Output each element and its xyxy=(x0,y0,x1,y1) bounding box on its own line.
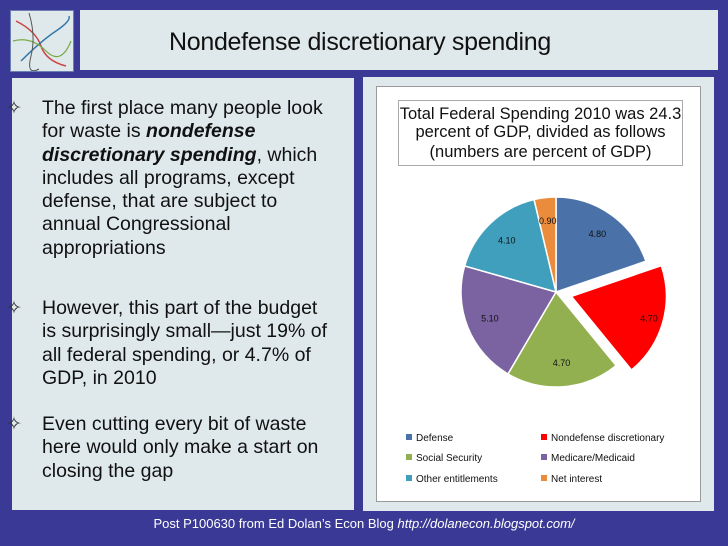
bullet-item: ✧ The first place many people look for was… xyxy=(6,97,340,260)
chart-title-box: Total Federal Spending 2010 was 24.3 per… xyxy=(398,100,683,166)
bullet-line: all federal spending, or 4.7% of xyxy=(42,343,311,366)
diamond-star-icon: ✧ xyxy=(6,414,22,435)
legend-item: Nondefense discretionary xyxy=(541,433,664,445)
bullet-line: GDP, in 2010 xyxy=(42,366,157,389)
bullet-line: The first place many people look xyxy=(42,97,323,119)
diamond-star-icon: ✧ xyxy=(6,298,22,319)
legend-label: Other entitlements xyxy=(416,474,498,485)
bullet-line: discretionary spending, which xyxy=(42,143,318,166)
bullet-line: is surprisingly small—just 19% of xyxy=(42,320,328,343)
legend-swatch xyxy=(406,475,412,482)
legend-swatch xyxy=(406,454,412,461)
legend-swatch xyxy=(406,434,412,441)
bullet-line: defense, that are subject to xyxy=(42,190,278,213)
pie-slice-medicare-medicaid xyxy=(460,265,558,375)
bullet-item: ✧ However, this part of the budget is surp… xyxy=(6,297,340,390)
legend-item: Other entitlements xyxy=(406,474,498,486)
legend-label: Defense xyxy=(416,433,454,444)
emphasized-term: discretionary spending xyxy=(42,143,257,166)
data-label: 5.10 xyxy=(481,314,499,324)
diamond-star-icon: ✧ xyxy=(6,98,22,119)
bullet-line: for waste is nondefense xyxy=(42,120,256,143)
logo xyxy=(10,10,74,72)
footer-text: Post P100630 from Ed Dolan’s Econ Blog xyxy=(153,516,398,531)
chart-title-line-3: (numbers are percent of GDP) xyxy=(429,143,652,161)
chart-title-line-1: Total Federal Spending 2010 was 24.3 xyxy=(399,105,682,123)
bullet-line: Even cutting every bit of waste xyxy=(42,413,307,435)
data-label: 0.90 xyxy=(539,216,557,226)
legend-swatch xyxy=(541,454,547,461)
legend-item: Net interest xyxy=(541,474,602,486)
bullet-item: ✧ Even cutting every bit of waste here wou… xyxy=(6,413,340,483)
legend-label: Social Security xyxy=(416,453,483,464)
legend-item: Defense xyxy=(406,433,453,445)
legend-swatch xyxy=(541,434,547,441)
legend-item: Medicare/Medicaid xyxy=(541,453,635,465)
pie-slice-net-interest xyxy=(533,196,557,293)
pie-slice-defense xyxy=(555,196,647,294)
emphasized-term: nondefense xyxy=(146,120,256,143)
legend-swatch xyxy=(541,475,547,482)
data-label: 4.70 xyxy=(640,314,658,324)
data-label: 4.70 xyxy=(553,358,571,368)
data-label: 4.80 xyxy=(589,229,607,239)
legend-label: Medicare/Medicaid xyxy=(551,453,635,464)
bullet-line: However, this part of the budget xyxy=(42,297,318,319)
bullet-line: annual Congressional xyxy=(42,213,231,236)
chart-title-line-2: percent of GDP, divided as follows xyxy=(415,123,666,141)
legend-item: Social Security xyxy=(406,453,482,465)
pie-slice-social-security xyxy=(506,290,618,388)
bullet-line: here would only make a start on xyxy=(42,436,319,459)
bullet-line: closing the gap xyxy=(42,459,174,482)
slide-title: Nondefense discretionary spending xyxy=(168,28,552,56)
pie-slice-nondefense-discretionary xyxy=(570,264,668,372)
pie-chart: 4.80 4.70 4.70 5.10 4.10 0.90 xyxy=(460,196,668,388)
footer-link[interactable]: http://dolanecon.blogspot.com/ xyxy=(397,516,575,531)
bullet-line: includes all programs, except xyxy=(42,166,295,189)
data-label: 4.10 xyxy=(498,235,516,245)
title-band xyxy=(80,10,718,70)
legend-label: Net interest xyxy=(551,474,603,485)
footer: Post P100630 from Ed Dolan’s Econ Blog h… xyxy=(0,516,728,531)
text-panel xyxy=(12,78,354,510)
bullet-line: appropriations xyxy=(42,236,166,259)
abstract-lines-logo-icon xyxy=(12,12,72,72)
legend-label: Nondefense discretionary xyxy=(551,433,665,444)
pie-slice-other-entitlements xyxy=(463,198,558,294)
